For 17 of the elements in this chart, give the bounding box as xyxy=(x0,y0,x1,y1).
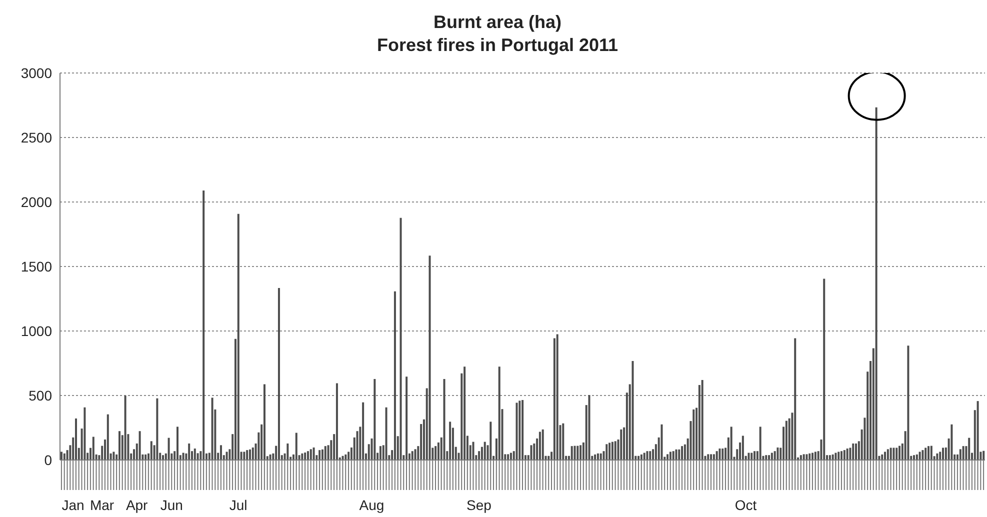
x-tick-label: Oct xyxy=(734,497,757,513)
x-tick-label: Jul xyxy=(229,497,248,513)
x-tick-label: Aug xyxy=(359,497,384,513)
chart-subtitle: Forest fires in Portugal 2011 xyxy=(376,34,620,57)
y-tick-label: 2500 xyxy=(20,129,52,146)
x-tick-label: Apr xyxy=(126,497,148,513)
x-tick-label: Sep xyxy=(466,497,492,513)
y-tick-label: 0 xyxy=(44,452,52,468)
chart-title: Burnt area (ha) xyxy=(432,11,563,34)
y-tick-label: 1000 xyxy=(20,322,52,339)
x-tick-label: Jun xyxy=(160,497,183,513)
y-tick-label: 1500 xyxy=(20,258,52,274)
y-tick-label: 3000 xyxy=(20,64,52,81)
x-tick-label: Jan xyxy=(62,497,84,513)
y-tick-label: 500 xyxy=(28,387,52,404)
x-tick-label: Mar xyxy=(90,497,114,513)
y-tick-label: 2000 xyxy=(20,194,52,210)
